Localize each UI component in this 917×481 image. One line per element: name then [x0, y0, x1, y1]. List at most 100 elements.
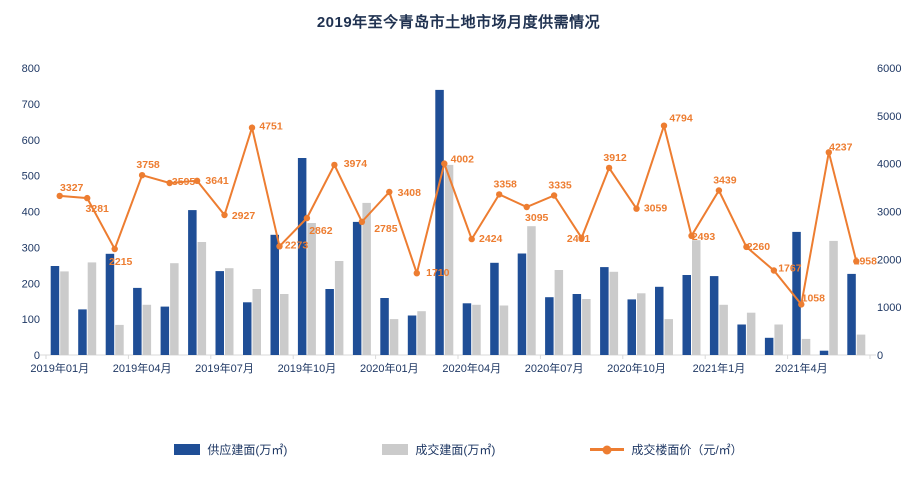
price-point — [111, 245, 118, 253]
price-point — [56, 192, 63, 200]
price-point — [688, 232, 695, 239]
x-axis-tick-label: 2019年10月 — [278, 361, 337, 375]
supply-bar — [435, 89, 444, 356]
supply-bar — [133, 287, 142, 355]
deal-bar — [746, 312, 756, 355]
deal-bar — [197, 242, 207, 355]
price-point — [496, 191, 503, 198]
deal-bar — [719, 304, 728, 355]
deal-bar — [527, 226, 536, 355]
deal-bar — [362, 202, 371, 355]
supply-bar — [572, 294, 582, 355]
supply-bar — [462, 303, 472, 355]
supply-bar — [50, 266, 60, 355]
price-point — [84, 194, 91, 202]
price-data-label: 3758 — [136, 159, 160, 171]
supply-bar — [105, 253, 115, 355]
supply-bar — [682, 275, 691, 355]
supply-bar — [215, 271, 224, 355]
y-axis-right-tick-label: 3000 — [877, 207, 901, 219]
chart-canvas: 0 100 200 300 400 500 600 700 800 0 1000 2000 3000 40… — [22, 63, 902, 375]
x-axis-tick-label: 2021年4月 — [775, 361, 828, 375]
price-point — [743, 243, 750, 251]
supply-bar — [545, 297, 554, 355]
supply-bar — [270, 234, 279, 355]
deal-bar — [609, 271, 619, 355]
supply-bar — [160, 306, 170, 355]
price-point — [441, 160, 448, 167]
price-data-label: 3358 — [494, 178, 518, 190]
legend-label-deal: 成交建面(万㎡) — [415, 443, 496, 457]
price-point — [523, 203, 530, 211]
legend-item-supply: 供应建面(万㎡) — [174, 441, 287, 458]
y-axis-right-tick-label: 0 — [877, 350, 883, 362]
price-point — [468, 235, 475, 243]
supply-bar — [380, 298, 389, 355]
deal-bar — [115, 324, 124, 355]
deal-bar — [225, 268, 234, 355]
price-data-label: 4751 — [259, 121, 283, 133]
price-point — [303, 214, 311, 222]
deal-bar — [554, 270, 564, 355]
deal-bar — [856, 334, 866, 355]
supply-bar — [243, 302, 252, 355]
x-axis-tick-label: 2019年04月 — [113, 361, 172, 375]
y-axis-left-tick-label: 400 — [22, 207, 40, 219]
deal-bar — [692, 240, 701, 355]
y-axis-right-tick-label: 5000 — [877, 111, 901, 123]
price-data-label: 3059 — [644, 203, 668, 215]
x-axis-tick-label: 2020年04月 — [442, 361, 501, 375]
price-data-label: 3327 — [60, 182, 84, 194]
deal-bar — [801, 338, 811, 355]
deal-bar — [829, 240, 838, 355]
price-data-label: 4794 — [669, 113, 693, 125]
supply-bar — [764, 337, 774, 355]
deal-bar — [307, 223, 316, 355]
deal-bar — [774, 324, 783, 355]
price-point — [276, 243, 283, 250]
deal-bar — [389, 319, 399, 355]
legend-item-deal: 成交建面(万㎡) — [382, 441, 495, 458]
supply-bar — [352, 221, 362, 355]
deal-bar — [252, 289, 261, 355]
deal-bar — [60, 271, 69, 355]
deal-bar — [444, 164, 454, 355]
price-data-label: 2260 — [747, 241, 771, 253]
deal-bar — [664, 319, 673, 355]
price-data-label: 2785 — [374, 223, 398, 235]
price-data-label: 4002 — [451, 154, 475, 166]
y-axis-left-tick-label: 600 — [22, 135, 40, 147]
price-data-label: 3281 — [86, 203, 110, 215]
deal-bar — [582, 299, 591, 355]
x-axis-tick-label: 2019年07月 — [195, 361, 254, 375]
price-point — [331, 161, 338, 169]
legend-marker-dot — [602, 445, 612, 454]
y-axis-right-tick-label: 1000 — [877, 302, 901, 314]
price-data-label: 2451 — [567, 233, 591, 245]
supply-bar — [737, 324, 746, 355]
price-point — [248, 124, 256, 131]
y-axis-left-tick-label: 100 — [22, 314, 40, 326]
legend-swatch-supply — [174, 444, 201, 455]
deal-bar — [472, 304, 481, 355]
supply-bar — [78, 309, 87, 355]
price-data-label: 2215 — [109, 256, 133, 268]
deal-bar — [334, 261, 344, 355]
price-point — [138, 172, 146, 179]
price-point — [825, 149, 832, 156]
y-axis-left-tick-label: 200 — [22, 278, 40, 290]
price-point — [413, 270, 420, 277]
price-point — [193, 177, 201, 184]
price-point — [770, 267, 778, 274]
price-point — [221, 211, 228, 219]
y-axis-left-tick-label: 500 — [22, 171, 40, 183]
deal-bar — [637, 293, 646, 355]
deal-bar — [170, 263, 179, 355]
chart-title: 2019年至今青岛市土地市场月度供需情况 — [316, 14, 601, 31]
price-point — [358, 218, 366, 225]
price-point — [550, 192, 558, 199]
deal-bar — [417, 311, 426, 355]
deal-bar — [142, 304, 152, 355]
y-axis-right-tick-label: 2000 — [877, 254, 901, 266]
